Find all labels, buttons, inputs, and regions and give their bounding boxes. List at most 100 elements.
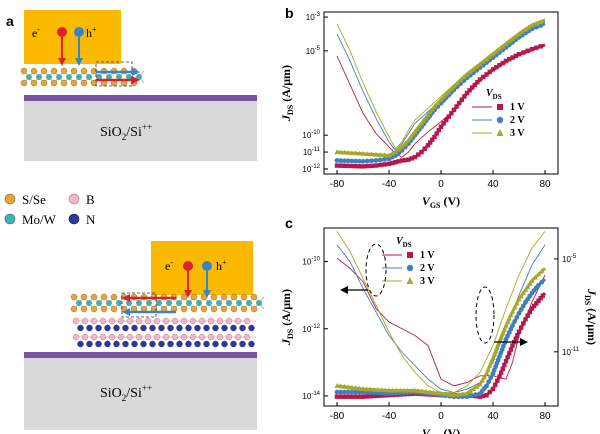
y-tick-label: 10-12 — [302, 324, 320, 334]
data-point — [345, 389, 351, 395]
data-point — [419, 149, 424, 155]
data-point — [520, 303, 526, 309]
x-tick-label: 80 — [539, 411, 551, 422]
chalcogen-atom — [80, 67, 88, 75]
data-point — [539, 268, 545, 274]
data-point — [460, 391, 466, 397]
data-point — [503, 58, 509, 64]
data-point — [487, 389, 492, 395]
boron-atom — [216, 333, 224, 341]
data-point — [509, 36, 516, 41]
nitrogen-atom — [203, 324, 210, 332]
legend-label-b: B — [86, 192, 95, 207]
nitrogen-atom — [185, 340, 192, 348]
x-tick-label: 40 — [487, 179, 499, 190]
data-point — [529, 306, 535, 311]
nitrogen-atom — [149, 340, 156, 348]
electron-label-top: e- — [32, 25, 40, 40]
metal-atom — [26, 74, 32, 80]
boron-atom — [99, 317, 107, 325]
data-point — [490, 51, 496, 57]
data-point — [345, 163, 351, 169]
data-point — [375, 387, 381, 392]
mos2-monolayer — [20, 67, 145, 87]
data-point — [436, 127, 442, 133]
right-axis-arrowhead — [520, 338, 528, 346]
metal-atom — [36, 74, 42, 80]
data-point — [382, 156, 388, 162]
boron-atom — [153, 333, 161, 341]
data-point — [506, 38, 512, 44]
pink-atom-icon — [68, 193, 80, 205]
data-point — [408, 387, 414, 393]
metal-atom — [146, 300, 152, 306]
data-point — [434, 390, 440, 396]
chalcogen-atom — [190, 293, 198, 301]
chalcogen-atom — [80, 305, 88, 313]
data-point — [353, 163, 358, 169]
data-point — [356, 158, 362, 164]
boron-atom — [117, 333, 125, 341]
data-point — [423, 114, 429, 120]
nitrogen-atom — [167, 324, 174, 332]
data-point — [486, 379, 492, 385]
data-point — [507, 351, 512, 356]
data-point — [518, 325, 524, 330]
data-point — [473, 392, 479, 398]
boron-atom — [81, 333, 89, 341]
data-point — [382, 162, 387, 167]
data-point — [538, 295, 543, 301]
data-point — [373, 158, 379, 163]
data-point — [360, 150, 366, 156]
data-point — [342, 158, 347, 164]
metal-atom — [96, 300, 102, 306]
data-point — [403, 157, 408, 163]
data-point — [430, 389, 437, 395]
data-point — [527, 280, 533, 286]
chalcogen-atom — [200, 305, 208, 313]
chalcogen-atom — [20, 67, 28, 75]
chalcogen-atom — [90, 293, 98, 301]
y-tick-label: 10-5 — [306, 46, 321, 56]
x-tick-label: -40 — [382, 179, 397, 190]
data-point — [360, 394, 366, 399]
chart-b: -80 -40 0 40 80 10-3 10-5 10-10 10-11 10-12 VGS (V… — [279, 11, 559, 210]
substrate-label-bottom: SiO2/Si++ — [100, 383, 152, 403]
data-point — [518, 307, 524, 312]
data-point — [512, 318, 518, 324]
data-point — [377, 152, 383, 157]
nitrogen-atom — [158, 324, 165, 332]
data-point — [459, 97, 464, 102]
data-point — [475, 80, 480, 85]
nitrogen-atom — [239, 324, 246, 332]
data-point — [461, 74, 467, 80]
data-point — [423, 389, 429, 394]
metal-atom — [176, 300, 182, 306]
x-tick-label: 80 — [539, 179, 551, 190]
nitrogen-atom — [194, 340, 201, 348]
data-point — [536, 298, 541, 303]
data-point — [342, 389, 347, 395]
nitrogen-atom — [248, 340, 255, 348]
chalcogen-atom — [60, 79, 68, 87]
data-point — [397, 387, 403, 393]
data-point — [386, 161, 392, 167]
data-point — [399, 144, 405, 149]
legend-marker-1 — [407, 252, 413, 258]
data-point — [334, 163, 340, 168]
data-point — [523, 317, 528, 322]
x-axis-title: VGS (V) — [422, 426, 460, 434]
boron-atom — [162, 333, 170, 341]
data-point — [513, 53, 518, 59]
data-point — [386, 387, 392, 393]
data-point — [516, 310, 522, 316]
nitrogen-atom — [158, 340, 165, 348]
metal-atom — [256, 300, 262, 306]
legend-marker-1 — [497, 104, 503, 110]
legend-label-n: N — [86, 212, 96, 227]
data-point — [467, 69, 473, 74]
nitrogen-atom — [122, 324, 129, 332]
metal-atom — [246, 300, 252, 306]
boron-atom — [72, 317, 80, 325]
data-point — [338, 389, 344, 395]
